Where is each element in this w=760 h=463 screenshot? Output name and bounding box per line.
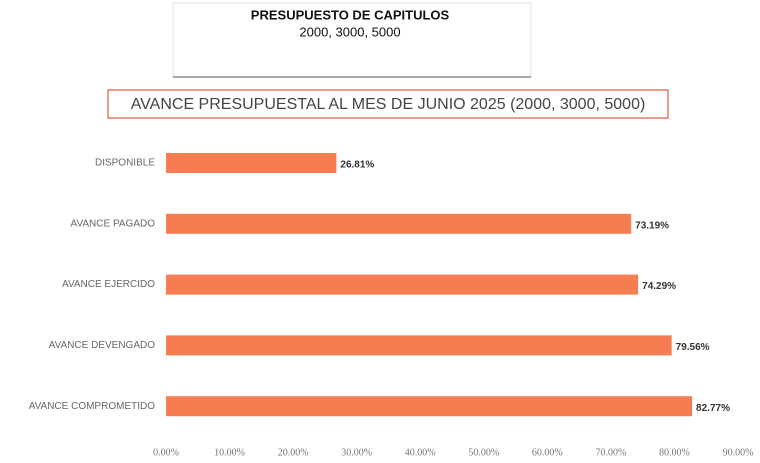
y-tick-label: AVANCE DEVENGADO xyxy=(49,340,156,351)
x-tick-label: 40.00% xyxy=(405,447,436,458)
header-box xyxy=(172,2,532,78)
x-tick-label: 60.00% xyxy=(532,447,563,458)
x-tick-label: 50.00% xyxy=(468,447,499,458)
value-label: 82.77% xyxy=(696,403,730,414)
title-box xyxy=(107,89,669,119)
y-tick-label: AVANCE EJERCIDO xyxy=(62,279,155,290)
x-tick-label: 10.00% xyxy=(214,447,245,458)
header-subtitle: 2000, 3000, 5000 xyxy=(299,24,400,39)
bar xyxy=(166,213,632,234)
value-label: 26.81% xyxy=(340,160,374,171)
value-label: 73.19% xyxy=(635,220,669,231)
value-label: 74.29% xyxy=(642,281,676,292)
bar xyxy=(166,274,639,295)
y-tick-label: DISPONIBLE xyxy=(95,158,155,169)
x-tick-label: 80.00% xyxy=(659,447,690,458)
y-tick-label: AVANCE COMPROMETIDO xyxy=(29,401,156,412)
header-title: PRESUPUESTO DE CAPITULOS xyxy=(251,7,450,22)
x-tick-label: 90.00% xyxy=(723,447,754,458)
value-label: 79.56% xyxy=(676,342,710,353)
bar xyxy=(166,396,693,417)
bar xyxy=(166,153,337,173)
y-tick-label: AVANCE PAGADO xyxy=(71,218,156,229)
x-tick-label: 0.00% xyxy=(153,447,179,458)
chart-title: AVANCE PRESUPUESTAL AL MES DE JUNIO 2025… xyxy=(131,96,646,113)
x-tick-label: 70.00% xyxy=(595,447,626,458)
bar xyxy=(166,335,672,356)
x-tick-label: 30.00% xyxy=(341,447,372,458)
x-tick-label: 20.00% xyxy=(278,447,309,458)
